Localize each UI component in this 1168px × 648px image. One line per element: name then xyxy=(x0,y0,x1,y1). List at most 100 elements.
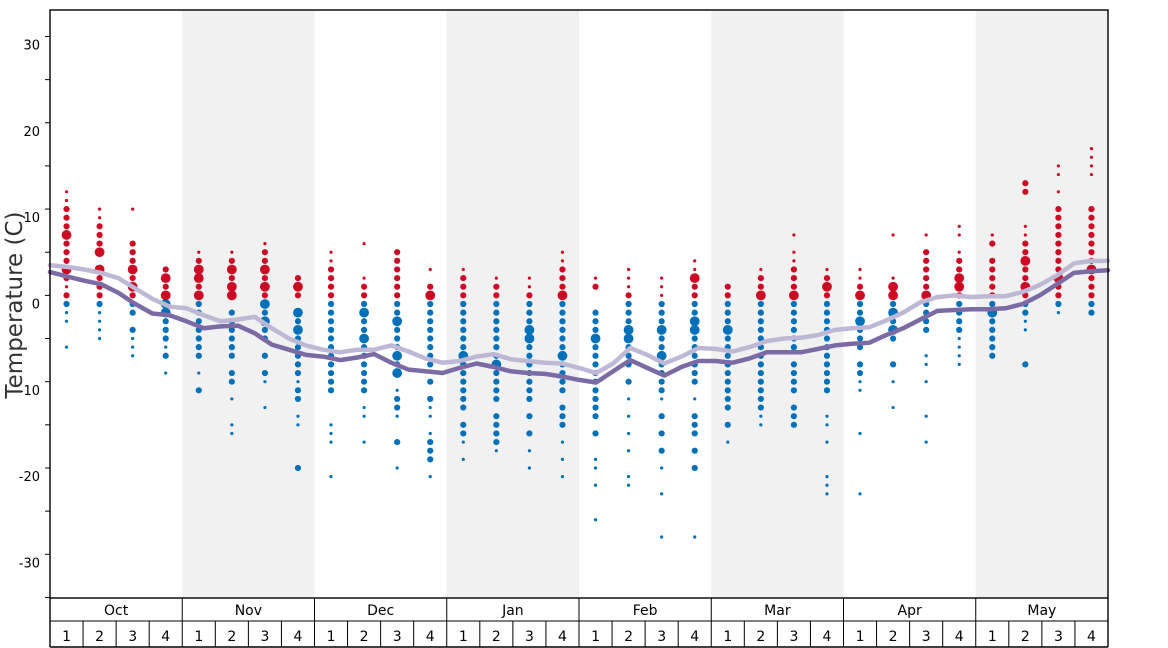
cold-dot xyxy=(294,369,302,377)
cold-dot xyxy=(660,466,664,470)
warm-dot xyxy=(97,216,102,220)
warm-dot xyxy=(226,290,237,301)
warm-dot xyxy=(394,249,401,256)
warm-dot xyxy=(1022,188,1029,195)
warm-dot xyxy=(64,198,69,203)
cold-dot xyxy=(1022,361,1029,368)
cold-dot xyxy=(327,387,335,394)
cold-dot xyxy=(559,404,566,411)
cold-dot xyxy=(757,309,764,316)
cold-dot xyxy=(395,388,399,392)
warm-dot xyxy=(96,223,103,230)
warm-dot xyxy=(759,267,763,272)
month-band-shade xyxy=(182,10,315,598)
cold-dot xyxy=(724,421,731,428)
cold-dot xyxy=(131,354,135,358)
cold-dot xyxy=(658,300,665,308)
warm-dot xyxy=(63,223,70,230)
cold-dot xyxy=(759,414,763,418)
cold-dot xyxy=(493,378,500,385)
cold-dot xyxy=(230,397,234,401)
cold-dot xyxy=(989,318,996,325)
warm-dot xyxy=(957,224,961,228)
cold-dot xyxy=(658,309,665,316)
cold-dot xyxy=(557,350,568,361)
cold-dot xyxy=(790,326,798,333)
cold-dot xyxy=(197,371,201,375)
week-label: 3 xyxy=(789,629,798,645)
cold-dot xyxy=(989,335,996,342)
cold-dot xyxy=(625,352,632,359)
cold-dot xyxy=(757,378,764,385)
warm-dot xyxy=(1055,214,1062,221)
cold-dot xyxy=(460,369,467,377)
cold-dot xyxy=(924,414,928,418)
warm-dot xyxy=(858,276,862,280)
cold-dot xyxy=(726,440,730,444)
cold-dot xyxy=(724,335,731,342)
cold-dot xyxy=(823,318,831,325)
cold-dot xyxy=(757,404,764,411)
warm-dot xyxy=(193,273,204,284)
week-label: 3 xyxy=(393,629,402,645)
cold-dot xyxy=(526,413,533,420)
warm-dot xyxy=(63,249,70,256)
cold-dot xyxy=(526,318,533,325)
cold-dot xyxy=(724,387,731,394)
warm-dot xyxy=(94,247,105,258)
cold-dot xyxy=(858,431,862,436)
cold-dot xyxy=(527,466,532,470)
warm-dot xyxy=(425,290,436,301)
warm-dot xyxy=(792,250,796,254)
cold-dot xyxy=(228,352,235,359)
cold-dot xyxy=(757,318,764,325)
week-label: 4 xyxy=(426,629,435,645)
cold-dot xyxy=(261,326,269,333)
cold-dot xyxy=(131,345,135,349)
warm-dot xyxy=(428,267,432,272)
cold-dot xyxy=(294,344,302,351)
cold-dot xyxy=(162,335,169,342)
warm-dot xyxy=(427,283,434,290)
warm-dot xyxy=(327,275,335,282)
cold-dot xyxy=(97,311,102,315)
cold-dot xyxy=(493,369,500,377)
warm-dot xyxy=(626,276,631,280)
month-label: Nov xyxy=(235,603,262,619)
cold-dot xyxy=(790,387,798,394)
cold-dot xyxy=(427,344,434,351)
warm-dot xyxy=(825,267,829,272)
cold-dot xyxy=(757,395,764,403)
cold-dot xyxy=(593,483,598,487)
cold-dot xyxy=(97,336,102,341)
cold-dot xyxy=(592,309,599,316)
cold-dot xyxy=(924,362,928,367)
month-shading xyxy=(182,10,1108,598)
cold-dot xyxy=(825,414,829,418)
cold-dot xyxy=(327,300,335,308)
cold-dot xyxy=(460,421,467,428)
cold-dot xyxy=(823,300,831,308)
warm-dot xyxy=(1055,205,1062,213)
cold-dot xyxy=(327,326,335,333)
y-tick-label: -20 xyxy=(19,470,40,485)
cold-dot xyxy=(162,326,169,333)
cold-dot xyxy=(294,361,302,368)
cold-dot xyxy=(856,335,864,342)
cold-dot xyxy=(823,369,831,377)
cold-dot xyxy=(394,404,401,411)
cold-dot xyxy=(823,352,831,359)
cold-dot xyxy=(228,378,235,385)
cold-dot xyxy=(559,300,566,308)
warm-dot xyxy=(160,273,171,284)
cold-dot xyxy=(660,535,664,539)
cold-dot xyxy=(724,404,731,411)
week-label: 3 xyxy=(260,629,269,645)
warm-dot xyxy=(327,266,335,273)
cold-dot xyxy=(660,492,664,496)
cold-dot xyxy=(394,438,401,446)
cold-dot xyxy=(825,492,829,496)
cold-dot xyxy=(559,413,566,420)
cold-dot xyxy=(329,475,333,479)
warm-dot xyxy=(96,292,103,299)
